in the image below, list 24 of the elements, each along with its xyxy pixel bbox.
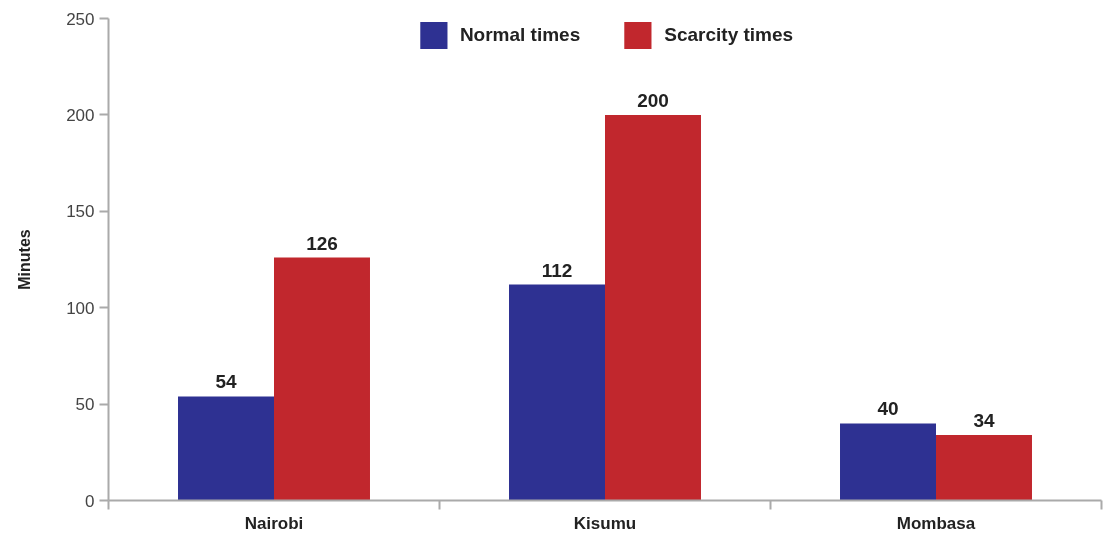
y-tick-label: 250 [66,9,95,29]
data-label: 40 [877,398,899,420]
y-tick-label: 50 [75,395,95,415]
y-tick-label: 200 [66,105,95,125]
bar [509,284,605,501]
bar [178,396,274,501]
y-tick-label: 0 [85,491,95,511]
bar [936,434,1032,501]
data-label: 54 [215,371,238,393]
bar [605,114,701,501]
y-axis-title: Minutes [16,229,34,290]
x-tick-label: Nairobi [244,513,304,533]
data-label: 200 [637,89,669,111]
data-label: 112 [541,259,573,281]
y-tick-label: 100 [66,298,95,318]
data-label: 126 [306,232,338,254]
bar [274,257,370,501]
legend-label: Scarcity times [664,24,794,46]
data-label: 34 [973,409,995,431]
legend-label: Normal times [459,24,581,46]
y-tick-label: 150 [66,202,95,222]
bar [840,423,936,501]
x-tick-label: Kisumu [573,513,637,533]
x-tick-label: Mombasa [896,513,976,533]
